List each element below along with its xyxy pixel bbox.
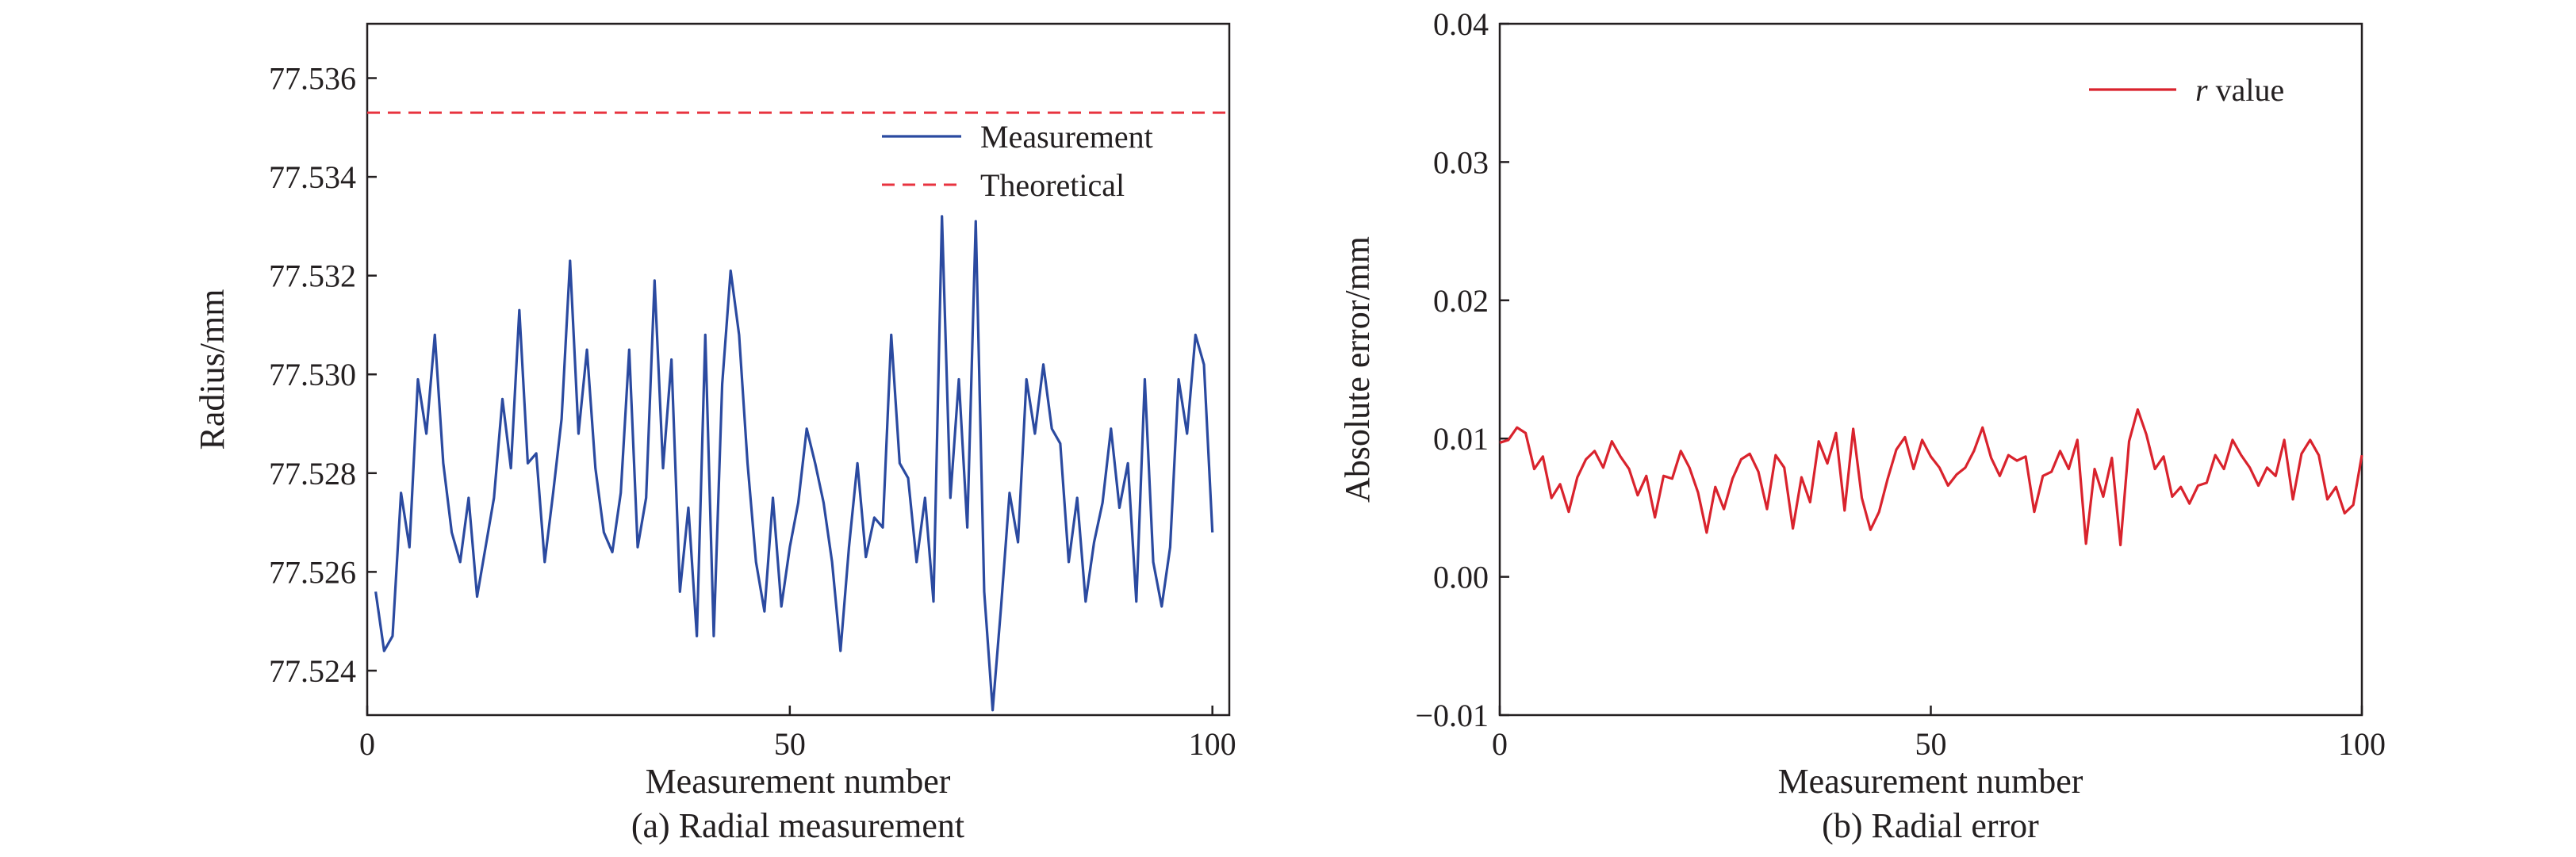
x-axis-label-a: Measurement number bbox=[646, 762, 951, 801]
y-axis-a: 77.524 77.526 77.528 77.530 77.532 77.534 77.5… bbox=[269, 61, 377, 689]
y-axis-label-b: Absolute error/mm bbox=[1338, 236, 1377, 503]
x-tick-label-b: 50 bbox=[1915, 726, 1947, 762]
x-axis-b: 0 50 100 bbox=[1492, 706, 2386, 762]
plot-frame-a bbox=[366, 22, 1231, 717]
y-tick-label-b: 0.03 bbox=[1433, 144, 1489, 180]
y-axis-b: −0.01 0.00 0.01 0.02 0.03 0.04 bbox=[1415, 6, 1509, 733]
x-tick-label-a: 50 bbox=[774, 726, 806, 762]
x-tick-label-b: 0 bbox=[1492, 726, 1508, 762]
y-tick-label-a: 77.528 bbox=[269, 456, 356, 492]
x-tick-label-b: 100 bbox=[2338, 726, 2386, 762]
legend-label-r: r bbox=[2195, 72, 2208, 108]
y-tick-label-a: 77.534 bbox=[269, 159, 356, 195]
x-axis-label-b: Measurement number bbox=[1778, 762, 2083, 801]
x-tick-label-a: 0 bbox=[359, 726, 375, 762]
legend-label-theoretical: Theoretical bbox=[980, 167, 1125, 203]
plot-frame-b bbox=[1498, 22, 2363, 717]
y-tick-label-b: −0.01 bbox=[1415, 698, 1489, 733]
legend-label-r-value: r value bbox=[2195, 72, 2284, 108]
chart-radial-measurement: 77.524 77.526 77.528 77.530 77.532 77.534 77.5… bbox=[193, 22, 1236, 845]
y-tick-label-a: 77.524 bbox=[269, 653, 356, 689]
r-value-line bbox=[1499, 407, 2363, 547]
y-tick-label-b: 0.04 bbox=[1433, 6, 1489, 42]
y-tick-label-a: 77.536 bbox=[269, 61, 356, 97]
y-axis-label-a: Radius/mm bbox=[193, 289, 232, 450]
caption-b: (b) Radial error bbox=[1822, 806, 2039, 845]
x-axis-a: 0 50 100 bbox=[359, 706, 1236, 762]
y-tick-label-b: 0.02 bbox=[1433, 283, 1489, 319]
legend-label-measurement: Measurement bbox=[980, 119, 1153, 155]
chart-radial-error: −0.01 0.00 0.01 0.02 0.03 0.04 0 50 100 r value… bbox=[1338, 6, 2386, 845]
caption-a: (a) Radial measurement bbox=[631, 806, 964, 845]
y-tick-label-a: 77.532 bbox=[269, 258, 356, 294]
legend-a: Measurement Theoretical bbox=[882, 119, 1153, 203]
legend-b: r value bbox=[2089, 72, 2284, 108]
y-tick-label-b: 0.01 bbox=[1433, 421, 1489, 457]
measurement-line bbox=[374, 215, 1214, 712]
y-tick-label-a: 77.526 bbox=[269, 554, 356, 590]
y-tick-label-a: 77.530 bbox=[269, 357, 356, 392]
x-tick-label-a: 100 bbox=[1189, 726, 1236, 762]
y-tick-label-b: 0.00 bbox=[1433, 560, 1489, 595]
legend-label-value: value bbox=[2208, 72, 2285, 108]
